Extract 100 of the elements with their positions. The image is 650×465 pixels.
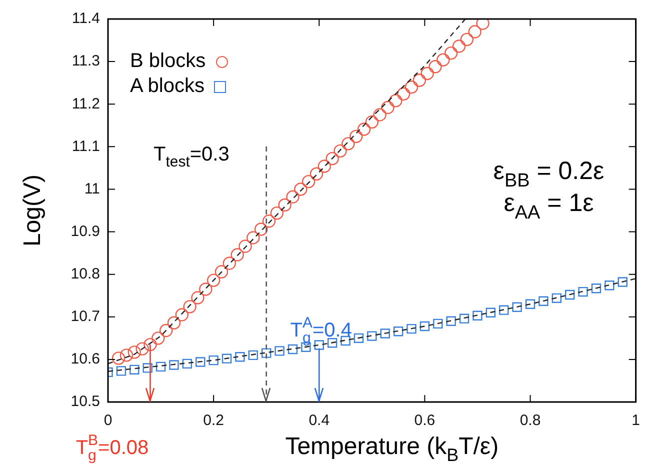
y-tick-label: 10.7 [70,308,100,326]
point [538,296,548,306]
point [136,342,149,356]
point [182,358,192,369]
point [420,321,430,332]
point [472,310,482,320]
point [349,130,363,144]
point [468,25,482,38]
point [142,363,152,373]
point [222,256,236,270]
point [206,274,220,287]
point [270,206,284,220]
point [152,332,165,345]
x-tick-label: 0 [104,412,112,430]
y-tick-label: 10.5 [70,393,100,410]
point [404,80,418,94]
point [373,108,386,122]
point [235,352,245,362]
point [196,357,206,367]
y-tick-label: 11.3 [72,52,100,70]
point [294,182,308,196]
point [183,300,196,314]
point [365,115,379,129]
legend-label: A blocks [130,74,204,99]
point [459,314,470,324]
point [552,293,562,304]
point [565,290,575,300]
point [128,346,141,359]
point [618,277,628,287]
point [381,100,394,114]
point [310,167,324,180]
point [396,87,410,100]
y-tick-label: 11 [84,180,100,198]
point [380,328,390,338]
point [262,214,276,228]
legend-label: B blocks [130,49,206,74]
point [262,348,272,358]
point [428,60,442,74]
point [214,265,228,278]
point [406,324,416,334]
point [120,348,134,362]
point [286,190,300,204]
point [327,338,338,348]
point [238,240,252,253]
point [326,152,339,166]
point [191,291,204,304]
point [230,248,244,262]
point [604,280,614,290]
point [486,308,496,318]
point [274,346,284,356]
x-tick-label: 0.6 [414,412,436,430]
point [254,222,268,236]
point [393,326,404,336]
point [288,344,298,354]
point [144,338,157,352]
point [446,316,456,326]
y-tick-label: 10.6 [70,350,100,368]
point [246,231,260,244]
point [334,144,347,158]
point [112,352,126,365]
point [591,284,602,294]
point [302,174,316,188]
point [175,308,188,322]
point [159,324,173,338]
point [222,354,232,364]
point [389,94,402,108]
point [578,286,588,297]
x-tick-label: 0.4 [308,412,330,430]
point [167,316,181,330]
point [412,74,426,87]
point [199,282,212,296]
y-tick-label: 10.9 [70,222,100,240]
point [525,299,536,309]
point [367,331,377,341]
point [476,19,490,30]
point [433,318,443,329]
point [278,198,292,212]
point [444,46,458,60]
y-tick-label: 10.8 [70,265,100,282]
point [460,32,474,46]
point [357,122,371,136]
line-series [108,19,466,364]
point [354,333,364,344]
point [318,160,332,173]
point [420,66,434,80]
point [116,366,126,376]
point [156,362,166,372]
x-tick-label: 0.2 [203,412,224,430]
point [169,360,179,370]
y-axis-title: Log(V) [19,174,46,247]
point [512,302,522,312]
y-tick-label: 11.2 [72,95,100,112]
point [314,340,324,350]
point [499,305,509,315]
point [342,137,355,150]
x-tick-label: 1 [632,412,640,430]
point [208,355,218,366]
point [248,350,258,360]
x-tick-label: 0.8 [520,412,541,430]
y-tick-label: 11.1 [72,138,100,155]
